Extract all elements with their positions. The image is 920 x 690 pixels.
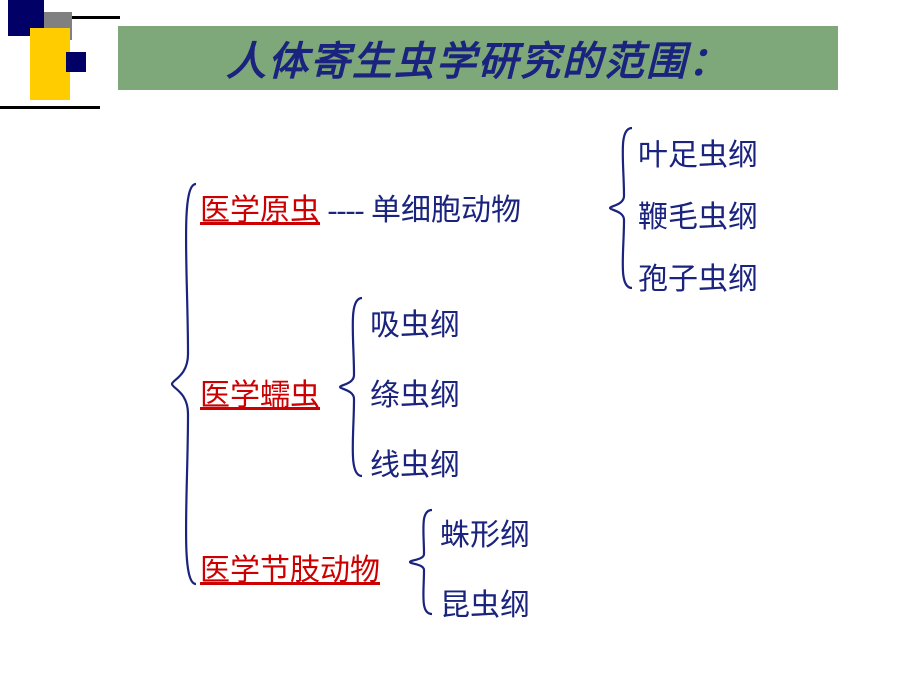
category-3: 医学节肢动物 [200,545,380,589]
cat1-child-1: 叶足虫纲 [638,130,758,174]
title-banner: 人体寄生虫学研究的范围： [118,26,838,90]
category-1: 医学原虫 ---- 单细胞动物 [200,185,521,229]
cat1-child-2: 鞭毛虫纲 [638,192,758,236]
category-2: 医学蠕虫 [200,370,320,414]
cat2-child-2: 绦虫纲 [370,370,460,414]
diagram-content: 医学原虫 ---- 单细胞动物 叶足虫纲 鞭毛虫纲 孢子虫纲 医学蠕虫 吸虫纲 … [0,100,920,660]
category-1-suffix: 单细胞动物 [371,194,521,227]
brace-cat2 [338,298,366,476]
category-2-name: 医学蠕虫 [200,379,320,412]
category-1-dashes: ---- [328,194,364,227]
brace-cat3 [408,510,436,614]
cat2-child-3: 线虫纲 [370,440,460,484]
cat1-child-3: 孢子虫纲 [638,254,758,298]
brace-cat1 [608,128,636,288]
cat3-child-2: 昆虫纲 [440,580,530,624]
cat3-child-1: 蛛形纲 [440,510,530,554]
title-text: 人体寄生虫学研究的范围： [226,29,730,87]
brace-main [170,184,200,584]
cat2-child-1: 吸虫纲 [370,300,460,344]
category-1-name: 医学原虫 [200,194,320,227]
category-3-name: 医学节肢动物 [200,554,380,587]
